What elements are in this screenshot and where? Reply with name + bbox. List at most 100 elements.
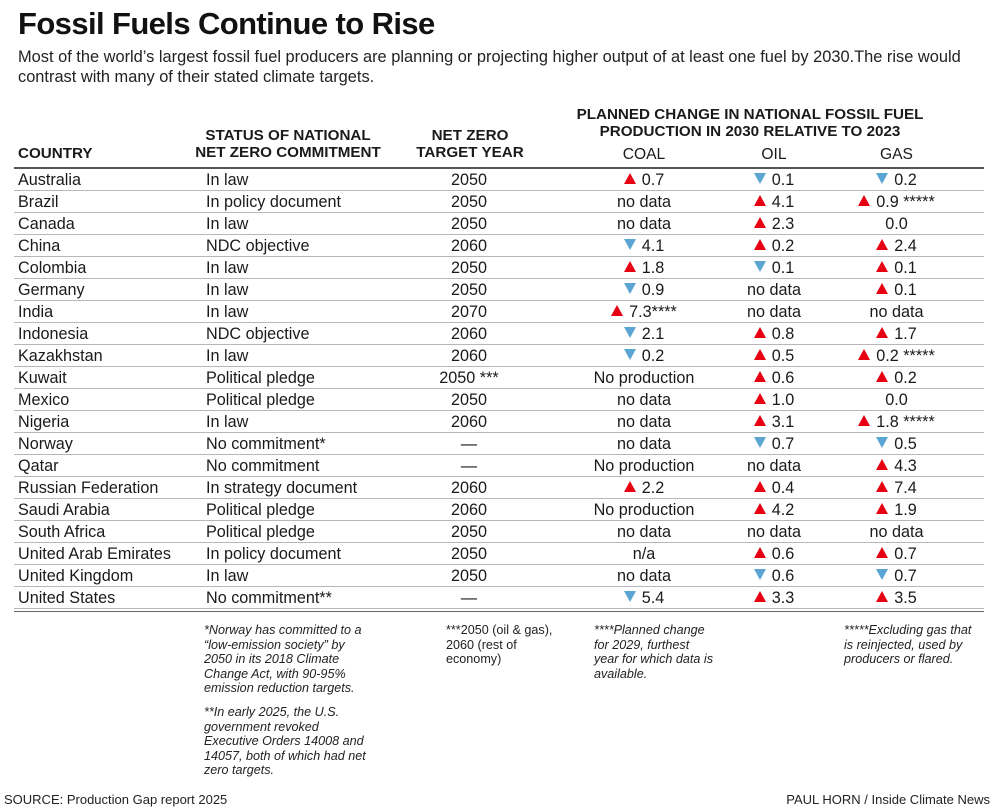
gas-value: no data xyxy=(869,303,924,321)
chart-subtitle: Most of the world’s largest fossil fuel … xyxy=(18,48,961,86)
table-row: Canada In law 2050 no data 2.3 0.0 xyxy=(14,213,984,235)
oil-value: 3.3 xyxy=(771,589,795,607)
increase-triangle-icon xyxy=(623,173,636,184)
gas-value: 0.9 xyxy=(876,193,899,211)
coal-change-cell: no data xyxy=(574,213,714,235)
increase-triangle-icon xyxy=(623,261,636,272)
status-cell: No commitment* xyxy=(206,435,326,453)
country-cell: Indonesia xyxy=(18,325,89,343)
increase-triangle-icon xyxy=(753,393,766,404)
header-planned-line1: PLANNED CHANGE IN NATIONAL FOSSIL FUEL xyxy=(576,106,924,123)
increase-triangle-icon xyxy=(858,349,871,360)
target-year-cell: 2060 xyxy=(450,479,487,497)
gas-change-cell: 0.0 xyxy=(834,213,959,235)
country-cell: Kazakhstan xyxy=(18,347,103,365)
gas-value: 1.8 xyxy=(876,413,899,431)
oil-value: no data xyxy=(746,523,801,541)
coal-value: 0.7 xyxy=(641,171,665,189)
gas-value: 2.4 xyxy=(894,237,917,255)
oil-value: 1.0 xyxy=(771,391,795,409)
table-row: Australia In law 2050 0.7 0.1 0.2 xyxy=(14,169,984,191)
oil-value: 0.6 xyxy=(771,545,795,563)
oil-value: 2.3 xyxy=(771,215,795,233)
coal-change-cell: 2.1 xyxy=(574,323,714,345)
coal-value: no data xyxy=(616,391,671,409)
status-cell: Political pledge xyxy=(206,369,315,387)
coal-value: No production xyxy=(593,457,695,475)
country-cell: Canada xyxy=(18,215,75,233)
coal-value: 1.8 xyxy=(641,259,665,277)
table-row: Brazil In policy document 2050 no data 4.1 0.… xyxy=(14,191,984,213)
increase-triangle-icon xyxy=(753,503,766,514)
coal-value: no data xyxy=(616,413,671,431)
oil-change-cell: no data xyxy=(714,455,834,477)
coal-change-cell: No production xyxy=(574,367,714,389)
oil-change-cell: 0.6 xyxy=(714,565,834,587)
country-cell: Mexico xyxy=(18,391,70,409)
coal-value: no data xyxy=(616,567,671,585)
gas-value: 0.0 xyxy=(885,215,908,233)
oil-change-cell: 2.3 xyxy=(714,213,834,235)
gas-change-cell: 3.5 xyxy=(834,587,959,609)
status-cell: In law xyxy=(206,281,249,299)
oil-change-cell: no data xyxy=(714,301,834,323)
source-line: SOURCE: Production Gap report 2025 xyxy=(4,792,228,807)
country-cell: United Arab Emirates xyxy=(18,545,171,563)
oil-value: no data xyxy=(746,303,801,321)
oil-value: 0.7 xyxy=(771,435,795,453)
status-cell: In policy document xyxy=(206,545,341,563)
table-row: Colombia In law 2050 1.8 0.1 0.1 xyxy=(14,257,984,279)
gas-value: no data xyxy=(869,523,924,541)
country-cell: Russian Federation xyxy=(18,479,159,497)
coal-change-cell: 5.4 xyxy=(574,587,714,609)
status-cell: In strategy document xyxy=(206,479,358,497)
table-row: Kuwait Political pledge 2050 *** No product… xyxy=(14,367,984,389)
gas-change-cell: 0.2 xyxy=(834,169,959,191)
increase-triangle-icon xyxy=(876,547,889,558)
oil-change-cell: 3.3 xyxy=(714,587,834,609)
target-year-cell: 2050 xyxy=(450,171,487,189)
status-cell: In law xyxy=(206,347,249,365)
gas-value: 0.5 xyxy=(894,435,917,453)
oil-change-cell: 0.8 xyxy=(714,323,834,345)
country-cell: Kuwait xyxy=(18,369,67,387)
coal-value: No production xyxy=(593,369,695,387)
status-cell: In law xyxy=(206,215,249,233)
oil-change-cell: 0.5 xyxy=(714,345,834,367)
table-row: Qatar No commitment — No production no data 4… xyxy=(14,455,984,477)
decrease-triangle-icon xyxy=(623,239,636,250)
gas-value: 0.1 xyxy=(894,259,917,277)
coal-value: No production xyxy=(593,501,695,519)
target-year-cell: 2050 xyxy=(450,193,487,211)
header-year-line1: NET ZERO xyxy=(431,127,509,144)
country-cell: South Africa xyxy=(18,523,106,541)
status-cell: In law xyxy=(206,303,249,321)
oil-value: 3.1 xyxy=(771,413,795,431)
oil-value: 0.2 xyxy=(771,237,795,255)
header-planned-change: PLANNED CHANGE IN NATIONAL FOSSIL FUEL P… xyxy=(540,106,960,140)
coal-value: 2.1 xyxy=(641,325,665,343)
oil-change-cell: 4.1 xyxy=(714,191,834,213)
coal-change-cell: no data xyxy=(574,433,714,455)
gas-footnote-marker: ***** xyxy=(898,413,935,431)
coal-change-cell: 2.2 xyxy=(574,477,714,499)
oil-value: 0.1 xyxy=(771,259,795,277)
target-year-cell: — xyxy=(460,589,478,607)
header-oil: OIL xyxy=(761,146,787,163)
coal-change-cell: no data xyxy=(574,389,714,411)
footnote-norway: *Norway has committed to a “low-emission… xyxy=(204,623,362,695)
decrease-triangle-icon xyxy=(623,283,636,294)
gas-change-cell: 0.2 xyxy=(834,367,959,389)
increase-triangle-icon xyxy=(753,239,766,250)
country-cell: Norway xyxy=(18,435,73,453)
oil-change-cell: 0.1 xyxy=(714,257,834,279)
oil-change-cell: 0.6 xyxy=(714,543,834,565)
coal-change-cell: No production xyxy=(574,499,714,521)
header-status: STATUS OF NATIONAL NET ZERO COMMITMENT xyxy=(178,127,398,161)
status-cell: In law xyxy=(206,567,249,585)
coal-change-cell: No production xyxy=(574,455,714,477)
table-row: Norway No commitment* — no data 0.7 0.5 xyxy=(14,433,984,455)
country-cell: Nigeria xyxy=(18,413,70,431)
increase-triangle-icon xyxy=(876,283,889,294)
table-row: Kazakhstan In law 2060 0.2 0.5 0.2 ***** xyxy=(14,345,984,367)
